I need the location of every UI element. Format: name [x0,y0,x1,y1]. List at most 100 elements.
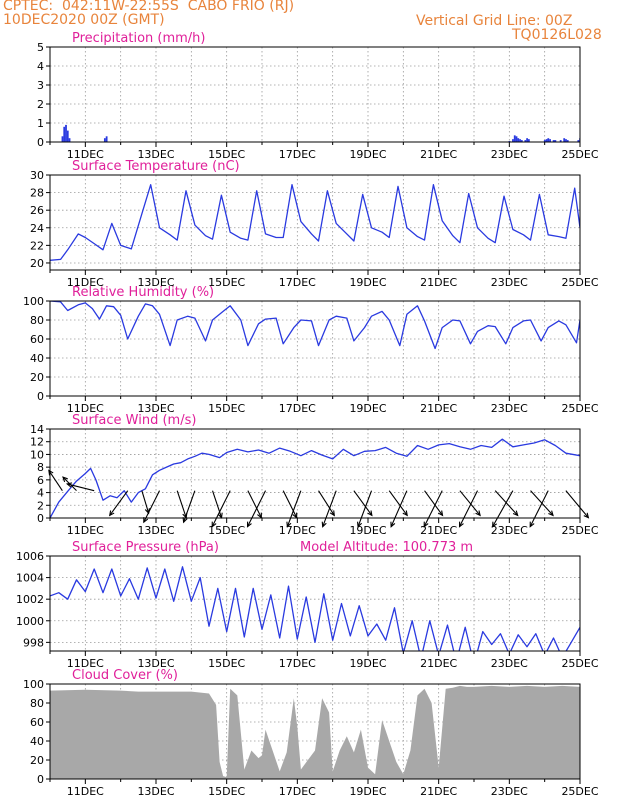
wind-arrow-shaft [247,490,267,527]
wind-arrow [48,469,63,491]
wind-arrow-shaft [67,483,95,492]
precip-xtick-label: 21DEC [420,148,457,161]
wind-line [50,438,580,518]
wind-title: Surface Wind (m/s) [72,413,196,428]
temp-title: Surface Temperature (nC) [72,159,240,174]
grid-note: Vertical Grid Line: 00Z [416,13,573,29]
temp-xtick-label: 11DEC [67,276,104,289]
rh-line [50,301,580,350]
press-xtick-label: 15DEC [208,657,245,670]
precip-bar [520,140,523,142]
wind-arrow [246,490,267,528]
press-xtick-label: 17DEC [279,657,316,670]
temp-ytick-label: 24 [30,222,44,235]
precip-xtick-label: 19DEC [349,148,386,161]
station-title: CPTEC: 042:11W-22:55S CABO FRIO (RJ) [3,0,295,14]
wind-arrow [459,490,481,517]
rh-panel: 0 20 40 60 80 100 11DEC 13DEC 15DEC 17DEC 19DEC 21D… [23,285,599,415]
wind-arrow-head [108,510,115,517]
precip-bar [554,140,557,142]
precip-panel: 0 1 2 3 4 5 11DEC 13DEC 15DEC 17DEC 19DEC 21DEC 23DE… [37,31,599,161]
cloud-xtick-label: 15DEC [208,785,245,798]
wind-xtick-label: 19DEC [349,524,386,537]
wind-arrow [390,490,408,528]
wind-arrow-shaft [247,490,262,518]
wind-arrow-head [143,517,149,524]
wind-arrow-head [529,521,535,528]
wind-arrow [388,490,408,517]
wind-arrow [321,490,337,528]
wind-arrow-shaft [109,490,129,516]
wind-arrow-shaft [211,490,231,527]
temp-xtick-label: 17DEC [279,276,316,289]
temp-xtick-label: 15DEC [208,276,245,289]
precip-bar [543,140,546,142]
wind-vectors [48,469,590,528]
rh-title: Relative Humidity (%) [72,285,214,300]
cloud-ytick-label: 80 [30,697,44,710]
wind-arrow-shaft [176,490,187,518]
wind-arrow-head [548,510,554,517]
precip-bar [512,139,514,142]
wind-arrow-shaft [286,490,302,527]
wind-arrow [458,490,479,528]
wind-arrow-shaft [48,470,63,491]
wind-ytick-label: 14 [30,423,44,436]
precip-grid [50,47,580,142]
wind-xtick-label: 25DEC [561,524,598,537]
wind-arrow [565,490,590,519]
precip-ytick-label: 4 [37,60,44,73]
wind-arrow-shaft [282,490,298,518]
temp-ytick-label: 28 [30,187,44,200]
wind-arrow-shaft [183,490,196,523]
rh-xtick-label: 13DEC [137,402,174,415]
wind-arrow [424,490,444,517]
wind-arrow-shaft [529,490,549,527]
wind-arrow-head [458,521,464,528]
rh-ytick-label: 80 [30,314,44,327]
precip-bar [566,140,569,142]
wind-arrow-shaft [318,490,335,516]
precip-xtick-label: 23DEC [491,148,528,161]
press-grid [50,556,580,651]
wind-arrow-head [437,510,444,517]
press-annotation: Model Altitude: 100.773 m [300,540,473,555]
precip-xtick-label: 17DEC [279,148,316,161]
rh-grid [50,301,580,396]
press-xtick-label: 19DEC [349,657,386,670]
precip-xtick-label: 25DEC [561,148,598,161]
precip-xtick-label: 11DEC [67,148,104,161]
wind-arrow [318,490,335,517]
temp-grid [50,175,580,270]
wind-arrow-head [512,510,519,517]
precip-bar [563,138,566,142]
cloud-ytick-label: 40 [30,735,44,748]
wind-arrow [529,490,549,528]
wind-arrow [176,490,188,519]
precip-ytick-label: 3 [37,79,44,92]
wind-grid [50,429,580,518]
cloud-xtick-label: 13DEC [137,785,174,798]
precip-ytick-label: 5 [37,41,44,54]
rh-xtick-label: 15DEC [208,402,245,415]
wind-arrow-shaft [423,490,443,527]
wind-arrow-shaft [390,490,408,527]
rh-ytick-label: 0 [37,390,44,403]
wind-arrow-head [357,521,363,528]
precip-bar [526,138,528,142]
run-time: 10DEC2020 00Z (GMT) [3,12,165,28]
wind-arrow-head [367,510,373,517]
precip-bar [559,140,562,142]
cloud-xtick-label: 19DEC [349,785,386,798]
wind-arrow [286,490,302,528]
temp-panel: 20 22 24 26 28 30 11DEC 13DEC 15DEC 17DEC 19DEC 21D… [30,159,599,289]
temp-ytick-label: 20 [30,257,44,270]
precip-bar [103,138,106,142]
rh-ytick-label: 40 [30,352,44,365]
press-ytick-label: 1006 [16,550,44,563]
press-ytick-label: 1002 [16,593,44,606]
press-xtick-label: 23DEC [491,657,528,670]
temp-line [50,184,580,261]
temp-xtick-label: 13DEC [137,276,174,289]
cloud-xtick-label: 17DEC [279,785,316,798]
